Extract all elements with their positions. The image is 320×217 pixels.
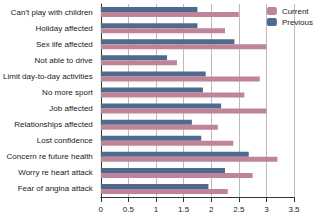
svg-text:Lost confidence: Lost confidence [37,136,94,145]
svg-text:Current: Current [282,7,309,16]
svg-text:Concern re future health: Concern re future health [7,152,93,161]
svg-text:Fear of angina attack: Fear of angina attack [18,184,94,193]
svg-text:1.5: 1.5 [178,205,190,214]
svg-text:Can't play with children: Can't play with children [11,8,93,17]
svg-text:No more sport: No more sport [42,88,93,97]
svg-text:Sex life affected: Sex life affected [36,40,93,49]
svg-text:0.5: 0.5 [123,205,135,214]
svg-text:2.5: 2.5 [233,205,245,214]
svg-text:Worry re heart attack: Worry re heart attack [18,168,94,177]
svg-text:Relationships affected: Relationships affected [14,120,93,129]
svg-text:Limit day-to-day activities: Limit day-to-day activities [3,72,93,81]
svg-text:2: 2 [209,205,214,214]
svg-text:0: 0 [99,205,104,214]
svg-text:Job affected: Job affected [49,104,92,113]
svg-text:1: 1 [154,205,159,214]
svg-text:3: 3 [264,205,269,214]
svg-text:Previous: Previous [282,18,313,27]
svg-text:Holiday affected: Holiday affected [36,24,93,33]
svg-text:Not able to drive: Not able to drive [35,56,94,65]
svg-text:3.5: 3.5 [288,205,300,214]
